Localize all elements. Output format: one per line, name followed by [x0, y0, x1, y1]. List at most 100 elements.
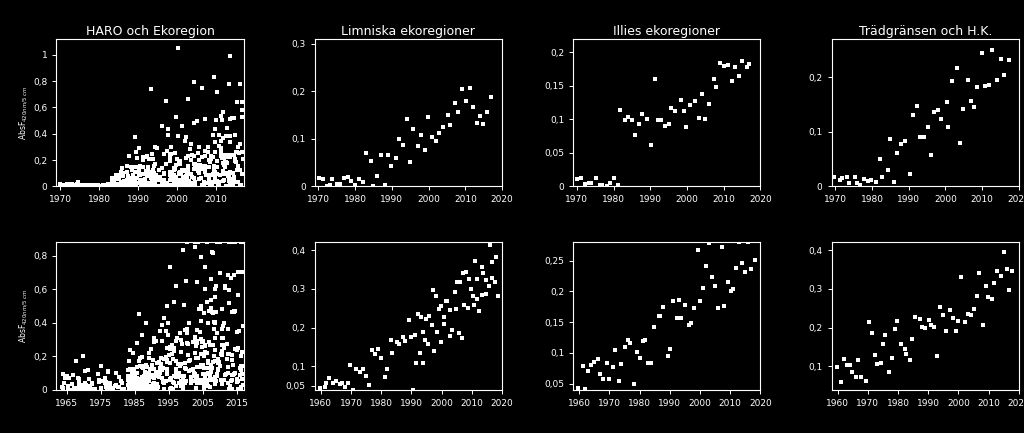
Point: [1005, 268, 1021, 275]
Point: [87, 385, 103, 392]
Point: [182, 181, 199, 188]
Point: [420, 113, 436, 120]
Point: [380, 152, 396, 158]
Point: [465, 292, 481, 299]
Point: [170, 132, 186, 139]
Point: [220, 369, 237, 376]
Point: [109, 183, 125, 190]
Point: [897, 137, 913, 144]
Point: [222, 168, 239, 175]
Point: [155, 182, 171, 189]
Point: [628, 131, 644, 138]
Point: [103, 180, 120, 187]
Point: [132, 385, 148, 392]
Point: [435, 123, 452, 130]
Point: [227, 148, 244, 155]
Point: [634, 110, 650, 117]
Point: [145, 335, 162, 342]
Point: [222, 154, 239, 161]
Point: [178, 167, 195, 174]
Point: [887, 326, 903, 333]
Point: [234, 239, 251, 246]
Point: [348, 365, 365, 372]
Point: [329, 181, 345, 187]
Point: [222, 239, 239, 246]
Point: [63, 183, 80, 190]
Point: [155, 367, 171, 374]
Point: [463, 285, 479, 292]
Point: [839, 362, 855, 368]
Point: [697, 262, 714, 269]
Point: [84, 379, 100, 386]
Point: [105, 384, 122, 391]
Point: [172, 161, 188, 168]
Point: [225, 308, 242, 315]
Point: [216, 345, 232, 352]
Point: [191, 170, 208, 177]
Point: [75, 352, 91, 359]
Point: [122, 373, 138, 380]
Point: [837, 355, 853, 362]
Point: [173, 383, 189, 390]
Point: [121, 384, 137, 391]
Point: [186, 180, 203, 187]
Point: [178, 365, 195, 372]
Point: [57, 374, 74, 381]
Point: [168, 382, 184, 389]
Point: [226, 158, 243, 165]
Point: [125, 378, 141, 385]
Point: [193, 174, 209, 181]
Point: [210, 359, 226, 366]
Point: [159, 356, 175, 363]
Point: [224, 309, 241, 316]
Point: [189, 327, 206, 334]
Point: [187, 163, 204, 170]
Point: [147, 173, 164, 180]
Point: [223, 239, 240, 246]
Point: [147, 160, 164, 167]
Point: [193, 318, 209, 325]
Point: [420, 340, 436, 347]
Point: [700, 239, 717, 246]
Point: [99, 368, 116, 375]
Point: [639, 115, 655, 122]
Point: [828, 363, 845, 370]
Point: [211, 182, 227, 189]
Point: [214, 342, 230, 349]
Point: [162, 386, 178, 393]
Point: [981, 81, 997, 88]
Point: [156, 171, 172, 178]
Point: [435, 320, 452, 327]
Point: [733, 58, 750, 65]
Point: [136, 182, 153, 189]
Point: [156, 355, 172, 362]
Point: [70, 179, 86, 186]
Point: [194, 84, 210, 91]
Point: [461, 275, 477, 282]
Point: [174, 177, 190, 184]
Point: [223, 239, 240, 246]
Point: [156, 380, 172, 387]
Point: [146, 385, 163, 392]
Point: [570, 385, 587, 391]
Point: [226, 371, 243, 378]
Point: [173, 171, 189, 178]
Point: [680, 322, 696, 329]
Point: [176, 302, 193, 309]
Point: [98, 384, 115, 391]
Point: [159, 359, 175, 365]
Point: [214, 178, 230, 184]
Point: [93, 183, 110, 190]
Point: [59, 183, 76, 190]
Point: [415, 328, 431, 335]
Point: [171, 182, 187, 189]
Point: [119, 177, 135, 184]
Point: [62, 386, 79, 393]
Point: [133, 179, 150, 186]
Point: [203, 369, 219, 376]
Point: [224, 371, 241, 378]
Point: [716, 303, 732, 310]
Point: [183, 380, 200, 387]
Point: [220, 173, 237, 180]
Point: [683, 320, 699, 326]
